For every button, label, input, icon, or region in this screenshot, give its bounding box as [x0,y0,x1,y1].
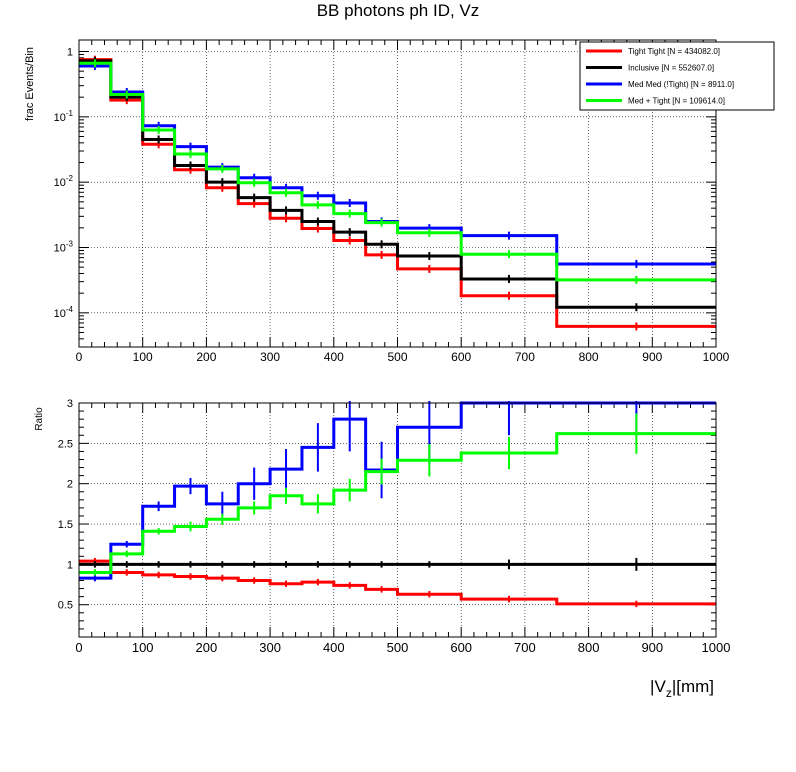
top-y-tick-label: 10-3 [54,240,74,255]
ratio-line-tight [79,559,716,606]
top-x-tick-label: 1000 [703,350,730,364]
tick-mantissa: 10 [54,243,66,255]
bottom-x-tick-label: 1000 [702,640,731,655]
top-x-tick-label: 900 [642,350,662,364]
top-x-tick-label: 800 [579,350,599,364]
top-x-tick-label: 600 [451,350,471,364]
ratio-series-inclusive [79,557,716,571]
bottom-y-tick-label: 2 [67,479,73,491]
bottom-x-tick-label: 600 [450,640,472,655]
top-x-tick-label: 700 [515,350,535,364]
legend-label-medmed: Med Med (!Tight) [N = 8911.0] [628,80,734,89]
top-y-tick-label: 1 [67,47,73,59]
x-axis-label: |Vz|[mm] [650,677,714,700]
top-y-axis-label: frac Events/Bin [24,47,36,121]
legend-label-tight: Tight Tight [N = 434082.0] [628,47,720,56]
bottom-x-tick-label: 500 [387,640,409,655]
tick-exponent: -4 [66,305,74,314]
bottom-x-tick-label: 800 [578,640,600,655]
bottom-x-tick-label: 400 [323,640,345,655]
legend-label-medtight: Med + Tight [N = 109614.0] [628,97,725,106]
ratio-series-medmed [79,401,716,582]
bottom-x-tick-label: 200 [196,640,218,655]
x-axis-label-prefix: |V [650,677,666,696]
ratio-series-medtight [79,413,716,576]
top-panel: 0 100 200 300 400 500 600 700 800 900 1000110-110-… [54,39,730,364]
top-y-tick-label: 10-4 [54,305,74,320]
tick-mantissa: 10 [54,177,66,189]
ratio-line-medmed [79,401,716,580]
bottom-y-tick-label: 2.5 [58,438,73,450]
bottom-x-tick-label: 100 [132,640,154,655]
top-frame [78,39,717,348]
legend-label-inclusive: Inclusive [N = 552607.0] [628,64,714,73]
legend-box [579,41,775,111]
bottom-x-tick-label: 0 [75,640,82,655]
bottom-x-tick-label: 900 [641,640,663,655]
top-x-tick-label: 500 [387,350,407,364]
bottom-y-tick-label: 0.5 [58,600,73,612]
series-medtight [79,59,716,284]
tick-exponent: -3 [66,240,74,249]
top-x-tick-label: 0 [76,350,83,364]
ratio-panel: 0.5 1 1.5 2 2.5 3 0 100 200 300 400 500 600 700 800 900… [58,398,731,655]
bottom-x-tick-label: 700 [514,640,536,655]
top-x-tick-label: 300 [260,350,280,364]
bottom-frame [78,402,717,638]
bottom-y-tick-label: 1 [67,559,73,571]
legend: Tight Tight [N = 434082.0] Inclusive [N =… [579,41,775,111]
tick-exponent: -1 [66,109,74,118]
top-x-tick-label: 100 [133,350,153,364]
top-x-tick-label: 400 [324,350,344,364]
tick-mantissa: 10 [54,308,66,320]
top-x-tick-label: 200 [196,350,216,364]
ratio-series-tight [79,557,716,608]
bottom-y-tick-label: 3 [67,398,73,410]
top-y-tick-label: 10-1 [54,109,74,124]
top-y-tick-label: 10-2 [54,174,74,189]
tick-mantissa: 1 [67,47,73,59]
bottom-y-axis-label: Ratio [34,407,45,431]
chart-title: BB photons ph ID, Vz [317,1,480,20]
tick-exponent: -2 [66,174,74,183]
x-axis-label-suffix: |[mm] [672,677,714,696]
x-axis-label-subscript: z [666,686,672,700]
bottom-x-tick-label: 300 [259,640,281,655]
tick-mantissa: 10 [54,112,66,124]
bottom-y-tick-label: 1.5 [58,519,73,531]
